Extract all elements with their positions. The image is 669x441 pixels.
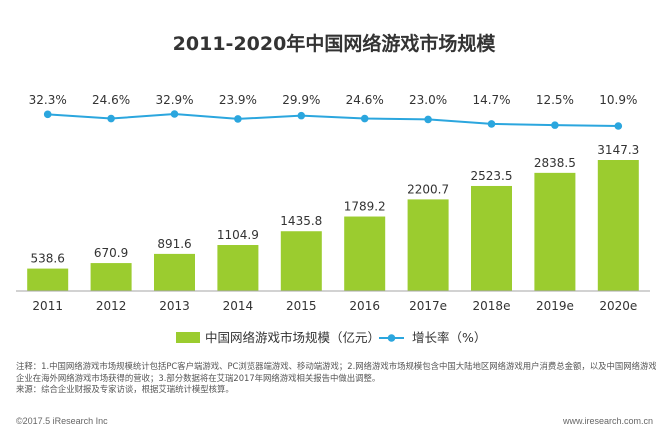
legend-line-marker (387, 334, 396, 342)
legend: 中国网络游戏市场规模（亿元） 增长率（%） (176, 330, 486, 345)
bar (27, 268, 69, 291)
bar (344, 216, 386, 291)
growth-rate-point (107, 114, 115, 123)
bar-value-label: 1104.9 (217, 228, 259, 242)
legend-line-label: 增长率（%） (412, 330, 486, 345)
x-tick-label: 2020e (599, 299, 637, 313)
bar-value-label: 2200.7 (407, 182, 449, 196)
bar (471, 185, 512, 291)
chart-title: 2011-2020年中国网络游戏市场规模 (173, 32, 497, 55)
bar-value-label: 1789.2 (344, 200, 386, 214)
growth-rate-label: 12.5% (536, 93, 574, 107)
website: www.iresearch.com.cn (562, 416, 653, 426)
growth-rate-point (43, 110, 52, 119)
bar-value-label: 2838.5 (534, 156, 576, 170)
growth-rate-label: 23.9% (219, 93, 257, 107)
market-size-series: 538.6 670.9 891.6 1104.9 1435.8 1789.2 2200.7 2… (27, 143, 639, 291)
growth-rate-label: 24.6% (92, 93, 130, 107)
x-tick-label: 2013 (159, 299, 190, 313)
bar (534, 172, 576, 291)
x-tick-label: 2014 (223, 299, 254, 313)
x-tick-label: 2019e (536, 299, 574, 313)
bar-value-label: 670.9 (94, 246, 128, 260)
notes: 注释：1.中国网络游戏市场规模统计包括PC客户端游戏、PC浏览器端游戏、移动端游… (16, 361, 656, 396)
growth-rate-point (614, 122, 623, 130)
growth-rate-point (360, 114, 369, 123)
copyright: ©2017.5 iResearch Inc (16, 416, 108, 426)
x-tick-label: 2011 (32, 299, 63, 313)
bar-value-label: 538.6 (31, 252, 65, 266)
growth-rate-label: 24.6% (346, 93, 384, 107)
note-line-1: 注释：1.中国网络游戏市场规模统计包括PC客户端游戏、PC浏览器端游戏、移动端游… (16, 361, 656, 371)
growth-rate-line (47, 112, 619, 127)
x-tick-label: 2012 (96, 299, 127, 313)
growth-rate-series: 32.3% 24.6% 32.9% 23.9% 29.9% 24.6% 23.0% 14.7%… (29, 93, 637, 130)
growth-rate-label: 29.9% (282, 93, 320, 107)
growth-rate-point (487, 120, 496, 128)
legend-bar-swatch (176, 332, 200, 343)
bar (280, 231, 322, 291)
footer: ©2017.5 iResearch Inc www.iresearch.com.… (16, 416, 653, 426)
growth-rate-point (551, 121, 559, 129)
growth-rate-label: 23.0% (409, 93, 447, 107)
growth-rate-point (424, 115, 432, 124)
growth-rate-point (297, 111, 306, 120)
note-source: 来源：综合企业财报及专家访谈，根据艾瑞统计模型核算。 (16, 384, 234, 394)
bar-value-label: 1435.8 (280, 214, 322, 228)
bar-value-label: 891.6 (157, 237, 191, 251)
x-tick-label: 2015 (286, 299, 317, 313)
growth-rate-point (170, 110, 179, 118)
x-axis-ticks: 2011 2012 2013 2014 2015 2016 2017e 2018e 2019e 2… (32, 299, 637, 313)
bar (597, 160, 639, 291)
growth-rate-label: 10.9% (599, 93, 637, 107)
legend-bar-label: 中国网络游戏市场规模（亿元） (205, 330, 380, 345)
x-tick-label: 2016 (349, 299, 380, 313)
note-line-2: 企业在海外网络游戏市场获得的营收；3.部分数据将在艾瑞2017年网络游戏相关报告… (16, 372, 381, 383)
growth-rate-point (234, 115, 242, 123)
bar-value-label: 3147.3 (597, 143, 639, 157)
x-tick-label: 2018e (473, 299, 511, 313)
growth-rate-label: 14.7% (472, 93, 510, 107)
bar (90, 263, 132, 291)
bar (407, 199, 449, 291)
growth-rate-label: 32.9% (155, 93, 193, 107)
bar (217, 245, 259, 291)
growth-rate-label: 32.3% (29, 93, 67, 107)
bar-value-label: 2523.5 (471, 169, 513, 183)
bar (154, 253, 195, 291)
x-tick-label: 2017e (409, 299, 447, 313)
